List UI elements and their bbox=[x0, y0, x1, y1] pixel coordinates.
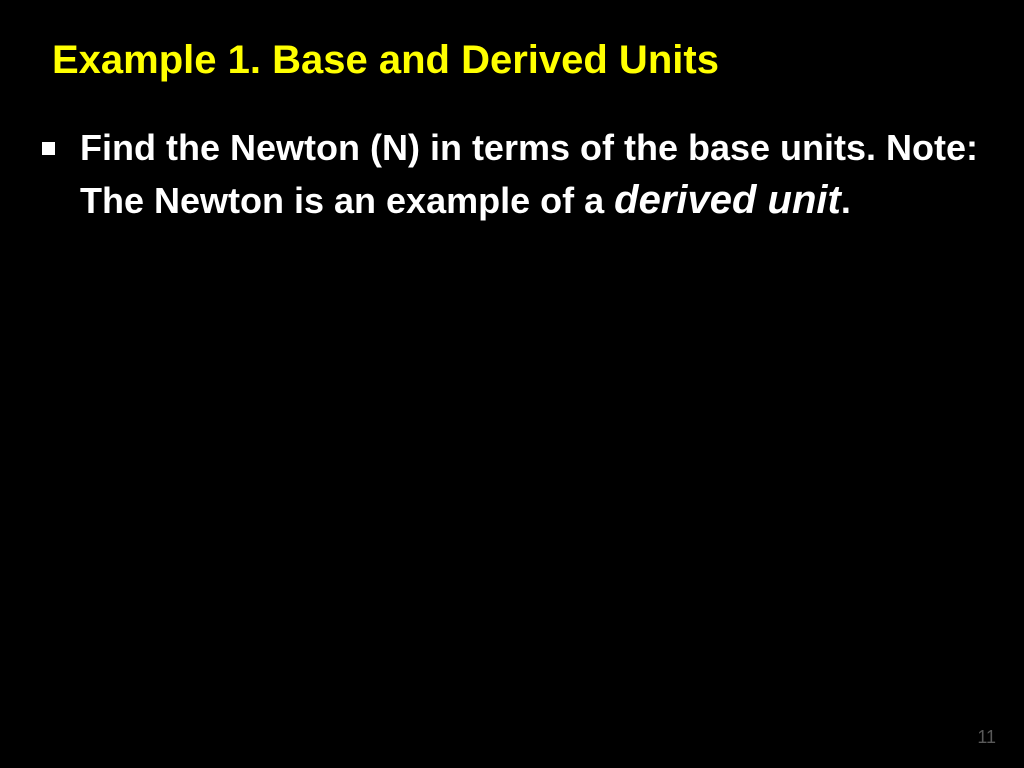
bullet-text-part2: . bbox=[841, 180, 851, 221]
bullet-list: Find the Newton (N) in terms of the base… bbox=[34, 124, 990, 227]
page-number: 11 bbox=[977, 727, 996, 748]
slide-title: Example 1. Base and Derived Units bbox=[52, 36, 990, 84]
bullet-text-emphasis: derived unit bbox=[614, 178, 841, 222]
slide-container: Example 1. Base and Derived Units Find t… bbox=[0, 0, 1024, 768]
bullet-item: Find the Newton (N) in terms of the base… bbox=[34, 124, 990, 227]
